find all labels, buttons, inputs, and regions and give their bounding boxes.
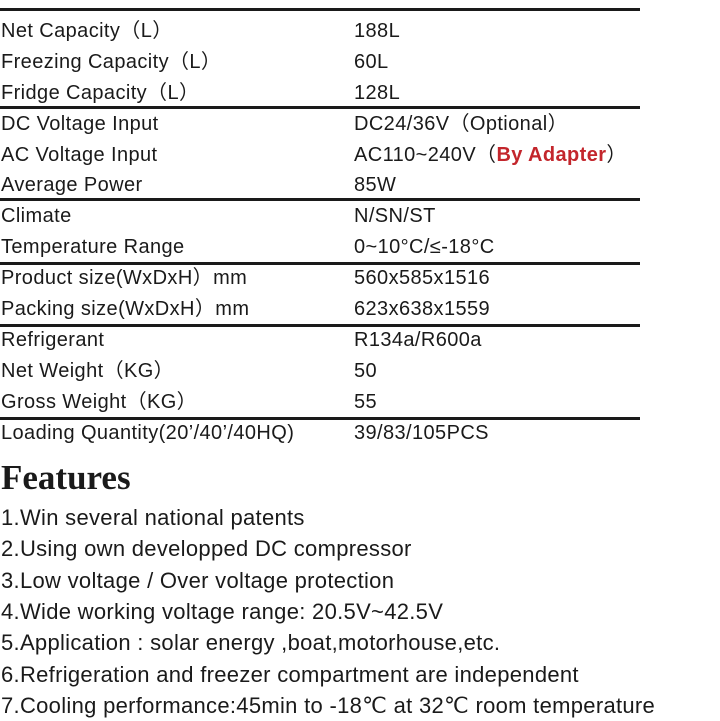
- spec-row-dc-voltage: DC Voltage Input DC24/36V（Optional）: [0, 109, 720, 140]
- spec-row-loading-quantity: Loading Quantity(20’/40’/40HQ) 39/83/105P…: [0, 418, 720, 449]
- spec-value-highlight: By Adapter: [496, 144, 607, 166]
- spec-label: Net Weight（KG）: [1, 360, 175, 382]
- spec-label: AC Voltage Input: [1, 144, 158, 166]
- spec-row-net-capacity: Net Capacity（L） 188L: [0, 16, 720, 47]
- divider: [0, 262, 640, 265]
- spec-value: R134a/R600a: [354, 329, 482, 351]
- spec-label: Temperature Range: [1, 236, 185, 258]
- features-title: Features: [1, 458, 131, 497]
- feature-item: 6.Refrigeration and freezer compartment …: [1, 662, 579, 687]
- spec-row-packing-size: Packing size(WxDxH）mm 623x638x1559: [0, 294, 720, 325]
- spec-value: N/SN/ST: [354, 205, 436, 227]
- spec-label: Freezing Capacity（L）: [1, 51, 222, 73]
- divider: [0, 324, 640, 327]
- feature-item: 4.Wide working voltage range: 20.5V~42.5…: [1, 599, 444, 624]
- feature-item: 3.Low voltage / Over voltage protection: [1, 568, 395, 593]
- spec-value: DC24/36V（Optional）: [354, 113, 568, 135]
- spec-row-gross-weight: Gross Weight（KG） 55: [0, 387, 720, 418]
- spec-value: 0~10°C/≤-18°C: [354, 236, 495, 258]
- spec-row-freezing-capacity: Freezing Capacity（L） 60L: [0, 47, 720, 78]
- feature-item: 5.Application : solar energy ,boat,motor…: [1, 630, 501, 655]
- spec-row-ac-voltage: AC Voltage Input AC110~240V（By Adapter）: [0, 140, 720, 171]
- spec-label: Refrigerant: [1, 329, 105, 351]
- divider: [0, 417, 640, 420]
- spec-value: 50: [354, 360, 378, 382]
- spec-label: Net Capacity（L）: [1, 20, 173, 42]
- spec-value-suffix: ）: [606, 144, 627, 166]
- spec-row-climate: Climate N/SN/ST: [0, 201, 720, 232]
- spec-value: AC110~240V（By Adapter）: [354, 140, 627, 171]
- spec-row-product-size: Product size(WxDxH）mm 560x585x1516: [0, 263, 720, 294]
- spec-label: Climate: [1, 205, 72, 227]
- spec-label: DC Voltage Input: [1, 113, 159, 135]
- spec-value: 188L: [354, 20, 401, 42]
- spec-value: 623x638x1559: [354, 298, 491, 320]
- spec-value: 85W: [354, 174, 397, 196]
- spec-row-temperature-range: Temperature Range 0~10°C/≤-18°C: [0, 232, 720, 263]
- spec-value-main: AC110~240V（: [354, 144, 497, 166]
- divider: [0, 106, 640, 109]
- spec-label: Fridge Capacity（L）: [1, 82, 200, 104]
- spec-row-net-weight: Net Weight（KG） 50: [0, 356, 720, 387]
- spec-value: 560x585x1516: [354, 267, 491, 289]
- feature-item: 2.Using own developped DC compressor: [1, 536, 412, 561]
- divider: [0, 198, 640, 201]
- spec-row-average-power: Average Power 85W: [0, 170, 720, 201]
- spec-value: 55: [354, 391, 378, 413]
- spec-row-refrigerant: Refrigerant R134a/R600a: [0, 325, 720, 356]
- spec-label: Packing size(WxDxH）mm: [1, 298, 250, 320]
- spec-value: 60L: [354, 51, 389, 73]
- spec-value: 128L: [354, 82, 401, 104]
- spec-label: Product size(WxDxH）mm: [1, 267, 248, 289]
- feature-item: 1.Win several national patents: [1, 505, 305, 530]
- feature-item: 7.Cooling performance:45min to -18℃ at 3…: [1, 693, 656, 718]
- spec-label: Gross Weight（KG）: [1, 391, 198, 413]
- spec-label: Loading Quantity(20’/40’/40HQ): [1, 422, 295, 444]
- spec-label: Average Power: [1, 174, 143, 196]
- spec-row-fridge-capacity: Fridge Capacity（L） 128L: [0, 78, 720, 109]
- spec-value: 39/83/105PCS: [354, 422, 489, 444]
- divider: [0, 8, 640, 11]
